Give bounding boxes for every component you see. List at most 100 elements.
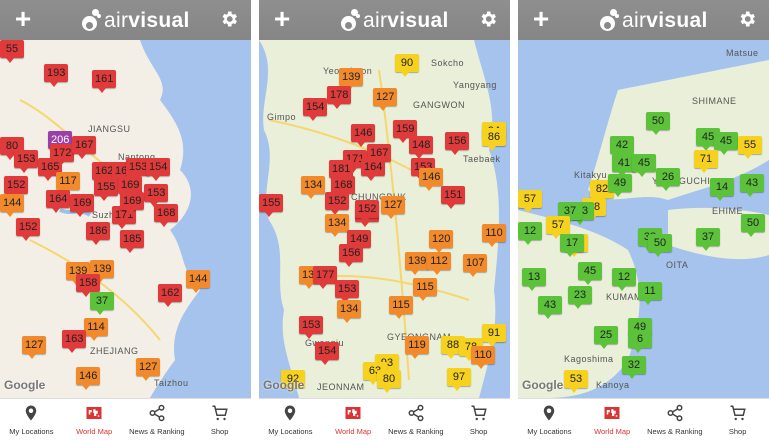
aqi-marker[interactable]: 92 [281, 370, 305, 393]
aqi-marker[interactable]: 161 [92, 70, 117, 93]
aqi-marker[interactable]: 155 [94, 178, 119, 201]
aqi-marker[interactable]: 193 [44, 64, 69, 87]
aqi-marker[interactable]: 14 [710, 178, 734, 201]
tab-my-locations[interactable]: My Locations [0, 399, 63, 442]
aqi-marker[interactable]: 162 [92, 162, 117, 185]
aqi-marker[interactable]: 146 [351, 124, 376, 147]
aqi-marker[interactable]: 152 [325, 192, 350, 215]
aqi-marker[interactable]: 42 [610, 136, 634, 159]
aqi-marker[interactable]: 154 [303, 98, 328, 121]
aqi-marker[interactable]: 127 [22, 336, 47, 359]
aqi-marker[interactable]: 57 [518, 190, 542, 213]
aqi-marker[interactable]: 13 [522, 268, 546, 291]
air-quality-map[interactable]: YeoncheonSokchoYangyangGANGWONGimpoTaeba… [259, 40, 510, 398]
aqi-marker[interactable]: 50 [741, 214, 765, 237]
aqi-marker[interactable]: 45 [578, 262, 602, 285]
aqi-marker[interactable]: 127 [381, 196, 406, 219]
aqi-marker[interactable]: 23 [568, 286, 592, 309]
aqi-marker[interactable]: 115 [389, 296, 413, 319]
aqi-marker[interactable]: 144 [0, 194, 25, 217]
aqi-marker[interactable]: 139 [90, 260, 115, 283]
aqi-marker[interactable]: 80 [377, 370, 401, 393]
aqi-marker[interactable]: 91 [482, 324, 506, 347]
aqi-marker[interactable]: 127 [373, 88, 398, 111]
aqi-marker[interactable]: 43 [538, 296, 562, 319]
aqi-marker[interactable]: 45 [714, 132, 738, 155]
aqi-marker[interactable]: 110 [482, 224, 506, 247]
aqi-marker[interactable]: 43 [740, 174, 764, 197]
aqi-marker[interactable]: 55 [0, 40, 24, 63]
aqi-marker[interactable]: 152 [355, 200, 380, 223]
tab-world-map[interactable]: World Map [581, 399, 644, 442]
aqi-marker[interactable]: 146 [76, 367, 101, 390]
aqi-marker[interactable]: 119 [405, 336, 429, 359]
aqi-marker[interactable]: 154 [146, 158, 171, 181]
aqi-marker[interactable]: 153 [335, 280, 360, 303]
aqi-marker[interactable]: 112 [427, 252, 451, 275]
aqi-marker[interactable]: 158 [76, 274, 101, 297]
aqi-marker[interactable]: 167 [367, 144, 392, 167]
tab-news-ranking[interactable]: News & Ranking [385, 399, 448, 442]
aqi-marker[interactable]: 163 [62, 330, 87, 353]
aqi-marker[interactable]: 120 [429, 230, 454, 253]
aqi-marker[interactable]: 165 [38, 158, 63, 181]
aqi-marker[interactable]: 50 [648, 234, 672, 257]
aqi-marker[interactable]: 144 [186, 270, 211, 293]
aqi-marker[interactable]: 86 [482, 128, 506, 151]
aqi-marker[interactable]: 164 [361, 158, 386, 181]
aqi-marker[interactable]: 178 [327, 86, 352, 109]
aqi-marker[interactable]: 50 [646, 112, 670, 135]
aqi-marker[interactable]: 45 [632, 154, 656, 177]
add-location-button[interactable]: + [273, 3, 291, 34]
tab-shop[interactable]: Shop [706, 399, 769, 442]
aqi-marker[interactable]: 162 [158, 284, 183, 307]
aqi-marker[interactable]: 167 [72, 136, 97, 159]
aqi-marker[interactable]: 115 [413, 278, 437, 301]
aqi-marker[interactable]: 168 [154, 204, 179, 227]
aqi-marker[interactable]: 168 [331, 176, 356, 199]
aqi-marker[interactable]: 152 [4, 176, 29, 199]
aqi-marker[interactable]: 151 [441, 186, 466, 209]
aqi-marker[interactable]: 164 [46, 190, 71, 213]
aqi-marker[interactable]: 185 [120, 230, 145, 253]
aqi-marker[interactable]: 153 [299, 316, 324, 339]
tab-shop[interactable]: Shop [447, 399, 510, 442]
gear-icon[interactable] [737, 9, 757, 29]
aqi-marker[interactable]: 169 [120, 192, 145, 215]
tab-world-map[interactable]: World Map [63, 399, 126, 442]
aqi-marker[interactable]: 153 [14, 150, 39, 173]
aqi-marker[interactable]: 154 [315, 342, 340, 365]
tab-shop[interactable]: Shop [188, 399, 251, 442]
aqi-marker[interactable]: 169 [70, 194, 95, 217]
aqi-marker[interactable]: 90 [395, 54, 419, 77]
tab-my-locations[interactable]: My Locations [518, 399, 581, 442]
aqi-marker[interactable]: 25 [594, 326, 618, 349]
aqi-marker[interactable]: 127 [136, 358, 161, 381]
aqi-marker[interactable]: 6 [628, 330, 652, 353]
aqi-marker[interactable]: 57 [546, 216, 570, 239]
aqi-marker[interactable]: 11 [638, 282, 662, 305]
aqi-marker[interactable]: 37 [90, 292, 114, 315]
aqi-marker[interactable]: 186 [86, 222, 111, 245]
tab-my-locations[interactable]: My Locations [259, 399, 322, 442]
tab-world-map[interactable]: World Map [322, 399, 385, 442]
aqi-marker[interactable]: 12 [518, 222, 542, 245]
aqi-marker[interactable]: 53 [564, 370, 588, 393]
aqi-marker[interactable]: 110 [471, 346, 495, 369]
aqi-marker[interactable]: 49 [608, 174, 632, 197]
aqi-marker[interactable]: 71 [694, 150, 718, 173]
aqi-marker[interactable]: 139 [339, 68, 364, 91]
aqi-marker[interactable]: 153 [144, 184, 169, 207]
aqi-marker[interactable]: 114 [84, 318, 108, 341]
aqi-marker[interactable]: 32 [622, 356, 646, 379]
aqi-marker[interactable]: 134 [337, 300, 362, 323]
aqi-marker[interactable]: 155 [259, 194, 284, 217]
add-location-button[interactable]: + [532, 3, 550, 34]
aqi-marker[interactable]: 37 [696, 228, 720, 251]
aqi-marker[interactable]: 148 [409, 136, 434, 159]
aqi-marker[interactable]: 139 [405, 252, 430, 275]
aqi-marker[interactable]: 26 [656, 168, 680, 191]
aqi-marker[interactable]: 17 [560, 234, 584, 257]
gear-icon[interactable] [219, 9, 239, 29]
air-quality-map[interactable]: JIANGSU Nantong Suzhou ZHEJIANG Taizhou 55 193… [0, 40, 251, 398]
